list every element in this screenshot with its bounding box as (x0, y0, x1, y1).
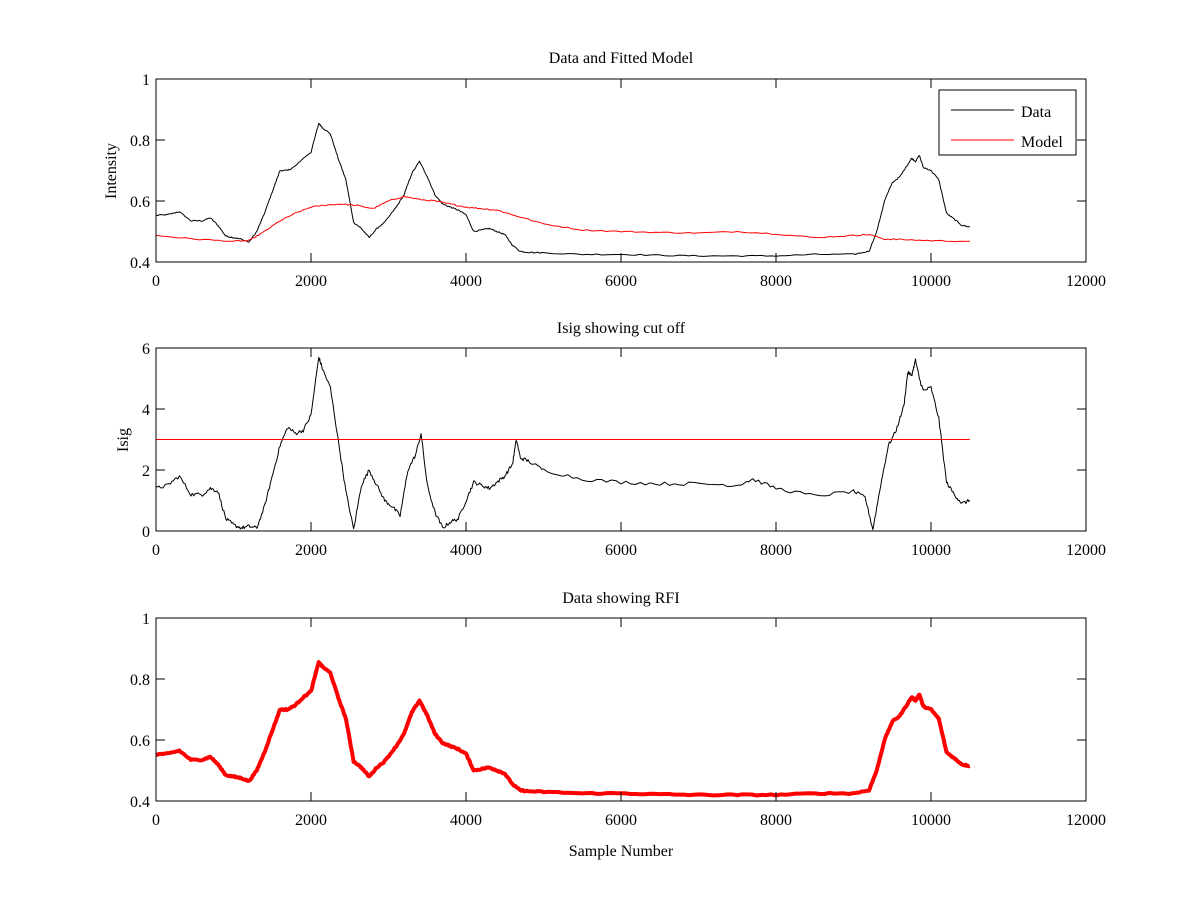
x-tick-label: 4000 (450, 542, 482, 559)
series-line-data-showing-rfi (155, 660, 971, 798)
y-axis-label: Isig (115, 428, 132, 452)
x-tick-label: 10000 (911, 542, 951, 559)
x-tick-label: 4000 (450, 273, 482, 290)
panel-data-showing-rfi: Data showing RFI 0 2000 4000 6000 8000 10000 1… (130, 590, 1106, 860)
x-axis-label: Sample Number (569, 843, 674, 860)
x-tick-label: 12000 (1066, 273, 1106, 290)
x-tick-label: 8000 (760, 273, 792, 290)
y-tick-label: 0.4 (130, 794, 150, 811)
panel-isig-showing-cut-off: Isig showing cut off Isig 0 2000 4000 6000 8… (115, 320, 1106, 559)
legend-label-data: Data (1021, 104, 1051, 121)
y-tick-label: 2 (142, 463, 150, 480)
y-tick-label: 1 (142, 72, 150, 89)
x-tick-label: 6000 (605, 273, 637, 290)
y-tick-label: 0.6 (130, 733, 150, 750)
x-tick-label: 12000 (1066, 812, 1106, 829)
legend: Data Model (938, 89, 1077, 156)
series-line-model (155, 195, 970, 243)
y-tick-label: 0.4 (130, 255, 150, 272)
x-tick-label: 2000 (295, 812, 327, 829)
series-group (155, 356, 971, 531)
chart-title: Data showing RFI (562, 590, 679, 607)
y-tick-label: 4 (142, 402, 150, 419)
chart-title: Data and Fitted Model (549, 50, 694, 67)
y-tick-label: 6 (142, 341, 150, 358)
x-tick-label: 6000 (605, 542, 637, 559)
x-tick-label: 10000 (911, 812, 951, 829)
legend-label-model: Model (1021, 134, 1063, 151)
plot-frame (155, 617, 1087, 802)
x-tick-label: 0 (152, 812, 160, 829)
y-tick-label: 0.8 (130, 133, 150, 150)
series-group (155, 122, 970, 257)
series-group (155, 660, 971, 798)
legend-box (938, 89, 1077, 156)
x-tick-label: 8000 (760, 542, 792, 559)
x-tick-label: 0 (152, 273, 160, 290)
chart-title: Isig showing cut off (557, 320, 686, 337)
y-tick-label: 0 (142, 524, 150, 541)
axes: 0 2000 4000 6000 8000 10000 12000 0.4 0.6 0.8 1 (130, 72, 1106, 290)
x-tick-label: 6000 (605, 812, 637, 829)
y-tick-label: 0.8 (130, 672, 150, 689)
x-tick-label: 2000 (295, 542, 327, 559)
x-tick-label: 0 (152, 542, 160, 559)
x-tick-label: 4000 (450, 812, 482, 829)
panel-data-and-fitted-model: Data and Fitted Model Intensity 0 2000 400… (103, 50, 1106, 290)
x-tick-label: 2000 (295, 273, 327, 290)
x-tick-label: 10000 (911, 273, 951, 290)
x-tick-label: 12000 (1066, 542, 1106, 559)
y-axis-label: Intensity (103, 143, 120, 199)
series-line-data (155, 122, 970, 257)
y-tick-label: 1 (142, 611, 150, 628)
x-tick-label: 8000 (760, 812, 792, 829)
series-line-isig (155, 356, 971, 531)
axes: 0 2000 4000 6000 8000 10000 12000 0 2 4 6 (142, 341, 1106, 559)
y-tick-label: 0.6 (130, 194, 150, 211)
axes: 0 2000 4000 6000 8000 10000 12000 0.4 0.6 0.8 1 (130, 611, 1106, 829)
